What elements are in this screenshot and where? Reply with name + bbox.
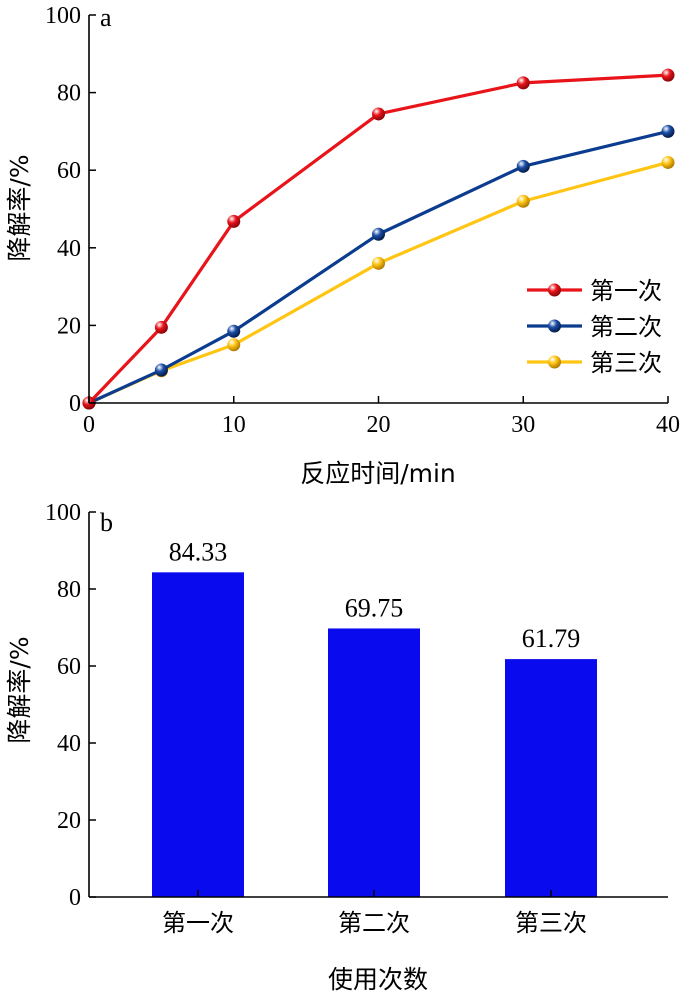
bar-chart-axes: 第一次 第二次 第三次 0 20 40 60 80 100 bbox=[45, 500, 668, 937]
bar-chart-y-axis-title: 降解率/% bbox=[5, 636, 34, 743]
y-tick-label: 60 bbox=[57, 654, 81, 680]
line-chart-axes: 0 20 40 60 80 100 0 10 20 30 40 bbox=[45, 3, 680, 438]
bar-group: 84.33 69.75 61.79 bbox=[152, 537, 597, 897]
data-point bbox=[661, 155, 675, 169]
x-tick-label: 0 bbox=[83, 412, 95, 438]
y-tick-label: 40 bbox=[57, 236, 81, 262]
y-tick-label: 0 bbox=[69, 885, 81, 911]
data-point bbox=[661, 124, 675, 138]
y-tick-label: 80 bbox=[57, 81, 81, 107]
data-point bbox=[227, 324, 241, 338]
y-tick-label: 60 bbox=[57, 158, 81, 184]
data-point bbox=[154, 363, 168, 377]
x-tick-label: 30 bbox=[511, 412, 535, 438]
series-line bbox=[88, 129, 669, 405]
y-tick-label: 80 bbox=[57, 577, 81, 603]
legend-marker bbox=[548, 355, 561, 369]
legend-marker bbox=[548, 283, 561, 297]
y-tick-label: 20 bbox=[57, 313, 81, 339]
data-point bbox=[516, 194, 530, 208]
data-point bbox=[372, 227, 385, 241]
x-category-label: 第二次 bbox=[338, 909, 410, 937]
data-point bbox=[661, 68, 675, 82]
data-point bbox=[227, 214, 241, 228]
legend-label: 第一次 bbox=[590, 277, 662, 305]
legend-label: 第三次 bbox=[590, 349, 662, 377]
legend-label: 第二次 bbox=[590, 313, 662, 341]
y-tick-label: 40 bbox=[57, 731, 81, 757]
data-point bbox=[372, 107, 385, 121]
data-point bbox=[516, 159, 530, 173]
bar-value-label: 61.79 bbox=[522, 624, 581, 653]
y-tick-label: 20 bbox=[57, 808, 81, 834]
line-chart-x-axis-title: 反应时间/min bbox=[300, 459, 456, 488]
y-tick-label: 100 bbox=[45, 500, 81, 526]
data-point bbox=[516, 76, 530, 90]
bar-value-label: 69.75 bbox=[345, 593, 404, 622]
x-category-label: 第三次 bbox=[515, 909, 587, 937]
series-line bbox=[87, 73, 669, 405]
series-line bbox=[88, 160, 669, 405]
panel-label-a: a bbox=[100, 3, 112, 32]
bar bbox=[152, 572, 244, 897]
bar bbox=[328, 628, 420, 897]
y-tick-label: 100 bbox=[45, 3, 81, 29]
panel-label-b: b bbox=[100, 508, 113, 537]
data-point bbox=[372, 256, 385, 270]
bar-chart-x-axis-title: 使用次数 bbox=[328, 965, 428, 994]
legend-marker bbox=[548, 319, 561, 333]
x-category-label: 第一次 bbox=[162, 909, 234, 937]
x-tick-label: 40 bbox=[656, 412, 680, 438]
line-series-group bbox=[82, 68, 675, 410]
y-tick-label: 0 bbox=[69, 391, 81, 417]
data-point bbox=[154, 320, 168, 334]
x-tick-label: 10 bbox=[222, 412, 246, 438]
data-point bbox=[227, 338, 241, 352]
bar-value-label: 84.33 bbox=[169, 537, 228, 566]
line-chart-y-axis-title: 降解率/% bbox=[5, 154, 34, 261]
bar bbox=[505, 659, 597, 897]
x-tick-label: 20 bbox=[367, 412, 391, 438]
